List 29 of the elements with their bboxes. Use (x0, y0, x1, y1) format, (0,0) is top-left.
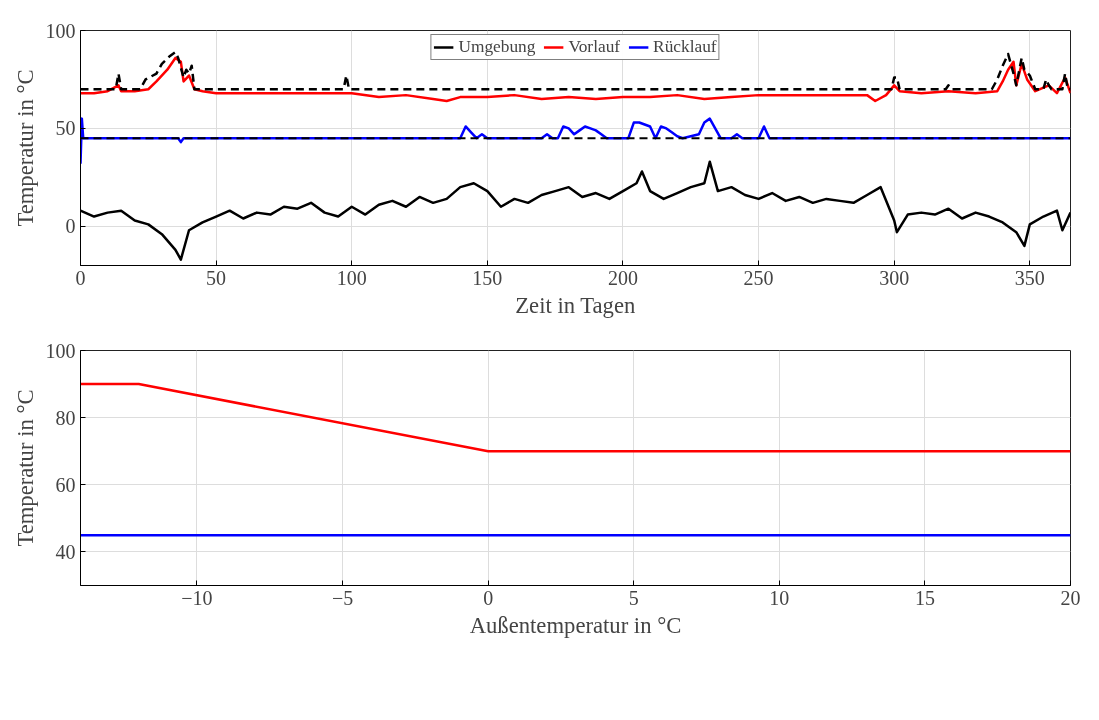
y-tick-label: 60 (55, 473, 76, 496)
x-tick-label: 0 (483, 586, 494, 609)
x-tick-label: 250 (743, 266, 774, 289)
x-tick-label: 150 (472, 266, 503, 289)
x-tick-label: 300 (879, 266, 910, 289)
x-axis-title: Zeit in Tagen (515, 292, 636, 318)
legend-label: Vorlauf (568, 37, 621, 57)
y-tick-label: 40 (55, 540, 76, 563)
y-tick-label: 0 (65, 215, 76, 238)
legend-label: Umgebung (458, 37, 536, 57)
x-tick-label: 50 (206, 266, 227, 289)
y-tick-label: 100 (45, 339, 76, 362)
x-tick-label: 20 (1060, 586, 1081, 609)
y-tick-label: 80 (55, 406, 76, 429)
line-series (80, 56, 1071, 103)
x-tick-label: 10 (769, 586, 790, 609)
x-tick-label: 350 (1014, 266, 1045, 289)
x-tick-label: −5 (331, 586, 354, 609)
y-axis-title: Temperatur in °C (12, 69, 38, 227)
x-axis-title: Außentemperatur in °C (469, 612, 682, 638)
y-tick-label: 100 (45, 19, 76, 42)
y-tick-label: 50 (55, 117, 76, 140)
x-tick-label: 5 (628, 586, 639, 609)
x-tick-label: 100 (336, 266, 367, 289)
x-tick-label: −10 (181, 586, 213, 609)
x-tick-label: 15 (914, 586, 935, 609)
y-axis-title: Temperatur in °C (12, 389, 38, 547)
legend-label: Rücklauf (653, 37, 717, 57)
x-tick-label: 200 (607, 266, 638, 289)
